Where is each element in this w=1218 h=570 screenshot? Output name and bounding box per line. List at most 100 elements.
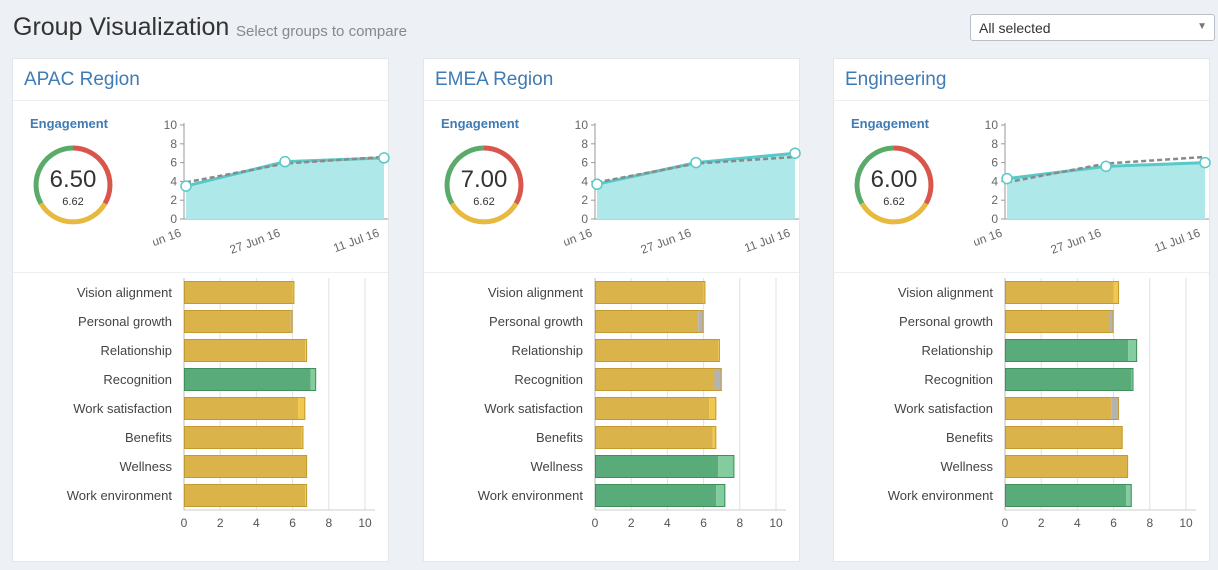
y-tick-label: 0 (170, 212, 177, 226)
card-title[interactable]: EMEA Region (435, 69, 554, 90)
data-point (279, 155, 291, 168)
bar (595, 368, 715, 391)
bar-outline (1005, 397, 1120, 420)
category-label: Wellness (530, 459, 583, 474)
y-tick-label: 6 (581, 156, 588, 170)
x-tick-label: 8 (325, 516, 332, 530)
category-label: Benefits (536, 430, 583, 445)
data-point (1001, 172, 1013, 185)
y-tick-label: 6 (170, 156, 177, 170)
gauge-green-arc (33, 145, 74, 205)
bar-outline (1005, 281, 1120, 304)
bar (184, 339, 306, 362)
y-tick-label: 4 (991, 174, 998, 188)
bar-outline (184, 339, 308, 362)
x-tick-label: 4 (664, 516, 671, 530)
data-point (1100, 160, 1112, 173)
x-tick-label: 6 (1110, 516, 1117, 530)
category-label: Personal growth (78, 314, 172, 329)
y-tick-label: 0 (991, 212, 998, 226)
engagement-benchmark: 6.62 (883, 196, 905, 208)
data-point (591, 178, 603, 190)
x-tick-label: 0 (1002, 516, 1009, 530)
card-title[interactable]: Engineering (845, 69, 947, 90)
category-label: Work environment (478, 488, 584, 503)
y-tick-label: 0 (581, 212, 588, 226)
driver-bar-chart: 0 2 4 6 8 10 Vision alignment Personal growth Re… (888, 278, 1196, 530)
bar (1005, 310, 1110, 333)
bar-gain (1113, 281, 1120, 304)
y-tick-label: 6 (991, 156, 998, 170)
category-label: Personal growth (489, 314, 583, 329)
bar-gap (1109, 310, 1114, 333)
bar-outline (595, 310, 704, 333)
engagement-score: 7.00 (460, 166, 508, 193)
category-label: Work environment (67, 488, 173, 503)
divider (13, 272, 388, 273)
group-select[interactable]: All selected ▼ (970, 14, 1215, 41)
bar-outline (184, 484, 308, 507)
bar (184, 368, 311, 391)
bar-outline (184, 397, 306, 420)
x-tick-label: 2 (217, 516, 224, 530)
bar-outline (595, 484, 726, 507)
x-tick-label: 2 (628, 516, 635, 530)
gauge-yellow-arc (449, 202, 519, 225)
engagement-score: 6.00 (870, 166, 918, 193)
x-tick-label: 13 Jun 16 (974, 226, 1004, 257)
engagement-gauge (33, 145, 113, 225)
bar (184, 310, 291, 333)
bar (184, 484, 306, 507)
x-tick-label: 10 (1179, 516, 1193, 530)
gauge-red-arc (72, 145, 113, 205)
engagement-label: Engagement (441, 116, 520, 131)
x-tick-label: 11 Jul 16 (1152, 226, 1202, 256)
bar-gap (714, 368, 722, 391)
gauge-yellow-arc (859, 202, 929, 225)
group-area (597, 153, 795, 219)
gauge-red-arc (483, 145, 524, 205)
category-label: Relationship (100, 343, 172, 358)
x-tick-label: 11 Jul 16 (331, 226, 381, 256)
group-area (1007, 162, 1205, 219)
bar-outline (184, 310, 293, 333)
category-label: Work environment (888, 488, 994, 503)
bar (184, 455, 308, 478)
category-label: Personal growth (899, 314, 993, 329)
page-title: Group Visualization (13, 13, 230, 41)
y-tick-label: 8 (170, 137, 177, 151)
y-tick-label: 4 (581, 174, 588, 188)
bar (1005, 397, 1112, 420)
x-tick-label: 27 Jun 16 (228, 226, 283, 257)
y-tick-label: 10 (164, 118, 178, 132)
bar-gain (709, 397, 717, 420)
data-point (1199, 156, 1211, 169)
gauge-red-arc (893, 145, 934, 205)
page-header: Group Visualization Select groups to com… (0, 0, 1218, 56)
y-tick-label: 2 (991, 193, 998, 207)
group-select-value: All selected (979, 20, 1051, 36)
page-subtitle: Select groups to compare (236, 23, 407, 40)
category-label: Benefits (125, 430, 172, 445)
bar-outline (595, 455, 735, 478)
bar-gain (1128, 339, 1138, 362)
engagement-label: Engagement (30, 116, 109, 131)
group-card-engineering: Engineering Engagement 6.00 6.62 0 2 4 6 8 10… (833, 58, 1211, 562)
x-tick-label: 10 (769, 516, 783, 530)
bar-outline (595, 426, 717, 449)
y-tick-label: 4 (170, 174, 177, 188)
chevron-down-icon[interactable]: ▼ (1197, 21, 1207, 32)
card-title[interactable]: APAC Region (24, 69, 140, 90)
x-tick-label: 13 Jun 16 (564, 226, 594, 257)
bar-outline (595, 281, 706, 304)
gauge-green-arc (854, 145, 895, 205)
bar (1005, 339, 1129, 362)
bar (595, 397, 710, 420)
engagement-trend-chart: 0 2 4 6 8 10 13 Jun 16 27 Jun 16 11 Jul 16 (564, 118, 801, 257)
x-tick-label: 6 (700, 516, 707, 530)
engagement-gauge (854, 145, 934, 225)
category-label: Vision alignment (898, 285, 994, 300)
bar-outline (1005, 339, 1138, 362)
x-tick-label: 6 (289, 516, 296, 530)
bar-gain (1126, 484, 1132, 507)
